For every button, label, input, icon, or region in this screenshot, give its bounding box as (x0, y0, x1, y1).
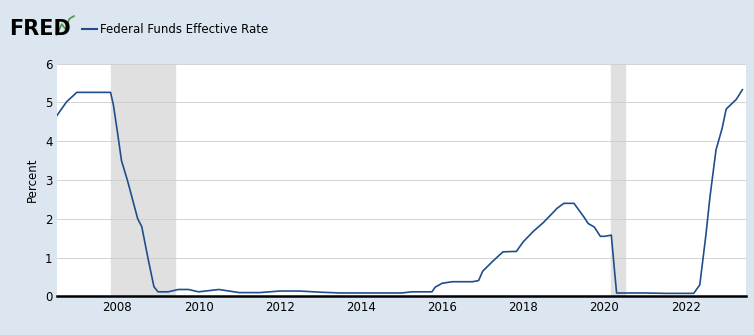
Text: FRED: FRED (9, 19, 71, 40)
Bar (611, 64, 625, 296)
Bar (111, 64, 175, 296)
Y-axis label: Percent: Percent (26, 158, 39, 202)
Text: Federal Funds Effective Rate: Federal Funds Effective Rate (100, 23, 268, 36)
